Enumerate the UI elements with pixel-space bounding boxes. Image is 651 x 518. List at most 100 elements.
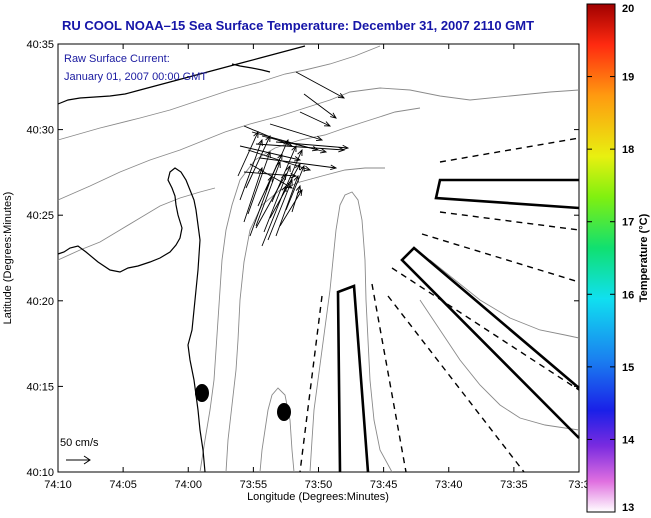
current-vector [255, 143, 345, 151]
current-vector [255, 161, 281, 227]
chart-title: RU COOL NOAA–15 Sea Surface Temperature:… [62, 18, 534, 33]
current-vector-head [337, 93, 346, 99]
contour-line [225, 167, 385, 473]
current-vector [295, 71, 345, 99]
radar-beam-outline [400, 246, 580, 439]
current-label-line2: January 01, 2007 00:00 GMT [64, 71, 207, 83]
colorbar-tick-label: 13 [622, 502, 634, 514]
scale-arrowhead [83, 455, 91, 465]
colorbar-label: Temperature (°C) [638, 213, 650, 302]
current-vector-head [315, 135, 324, 142]
contour-line [309, 191, 393, 473]
y-axis-ticks: 40:10 40:15 40:20 40:25 40:30 40:35 [26, 39, 579, 479]
station-marker [277, 403, 291, 421]
y-tick-label: 40:30 [26, 125, 54, 137]
x-axis-ticks: 74:10 74:05 74:00 73:55 73:50 73:45 73:40 73:35… [44, 44, 590, 491]
radar-beam-outline [434, 178, 580, 210]
contour-line [57, 187, 216, 261]
current-vector [249, 163, 293, 189]
current-vector [239, 139, 263, 201]
radar-beam-outline [336, 284, 370, 473]
x-tick-label: 73:55 [240, 479, 268, 491]
x-tick-label: 73:45 [370, 479, 398, 491]
current-vector-head [303, 165, 312, 171]
current-vector-head [285, 164, 291, 173]
radar-beams-solid [336, 178, 580, 473]
y-tick-label: 40:20 [26, 296, 54, 308]
current-vector-head [299, 164, 305, 173]
x-tick-label: 74:05 [109, 479, 137, 491]
current-vector [279, 189, 303, 227]
coastline-segment [231, 63, 271, 73]
radar-beam [421, 233, 580, 283]
current-vector [299, 111, 331, 127]
current-vector [237, 131, 259, 177]
current-vector [255, 173, 287, 229]
current-vector-head [295, 184, 302, 193]
current-vector-head [323, 121, 332, 127]
current-vector-head [285, 182, 294, 189]
current-vector-head [330, 112, 337, 119]
colorbar-tick-label: 18 [622, 144, 634, 156]
colorbar-ticks: 13 14 15 16 17 18 19 20 [587, 3, 635, 514]
x-tick-label: 74:10 [44, 479, 72, 491]
radar-beam [391, 267, 580, 391]
current-vector [291, 185, 301, 213]
current-vector [285, 165, 305, 211]
current-vector [271, 145, 297, 203]
x-tick-label: 73:40 [435, 479, 463, 491]
x-tick-label: 73:50 [305, 479, 333, 491]
radar-beam [439, 137, 580, 163]
current-vector-head [283, 138, 289, 147]
current-vector [303, 93, 337, 119]
contour-line [259, 387, 295, 473]
coastline [57, 45, 306, 473]
current-vector-head [330, 164, 338, 171]
coastline-segment [57, 45, 306, 105]
current-label-line1: Raw Surface Current: [64, 53, 170, 65]
radar-beam [387, 295, 525, 473]
colorbar-tick-label: 14 [622, 434, 635, 446]
current-vector [243, 167, 263, 223]
current-vector-head [320, 148, 328, 154]
contour-line [419, 299, 580, 431]
current-vector-head [338, 146, 346, 153]
radar-beam [439, 211, 580, 231]
x-tick-label: 73:3 [568, 479, 589, 491]
contour-line [57, 87, 580, 201]
y-tick-label: 40:35 [26, 39, 54, 51]
x-tick-label: 73:35 [500, 479, 528, 491]
current-vector [269, 163, 301, 219]
colorbar-tick-label: 20 [622, 3, 634, 15]
current-vector [269, 123, 323, 141]
current-vector-head [342, 144, 350, 151]
coastline-segment [57, 167, 206, 473]
x-tick-label: 74:00 [174, 479, 202, 491]
current-vector [247, 151, 271, 215]
colorbar [586, 3, 616, 513]
current-vector-head [291, 144, 297, 153]
radar-beam [371, 283, 407, 473]
current-vector-head [257, 166, 263, 175]
x-axis-label: Longitude (Degrees:Minutes) [247, 491, 389, 503]
current-vector [261, 135, 327, 153]
current-vector-head [257, 138, 263, 147]
current-vector-head [297, 148, 303, 157]
scale-legend: 50 cm/s [60, 437, 99, 465]
current-vector-head [265, 134, 271, 143]
radar-beam [299, 295, 323, 473]
y-tick-label: 40:25 [26, 210, 54, 222]
station-marker [195, 384, 209, 402]
contour-line [199, 107, 421, 473]
station-markers [195, 384, 291, 421]
y-tick-label: 40:10 [26, 467, 54, 479]
current-vector [245, 135, 271, 189]
current-vector-head [296, 189, 303, 197]
current-vector [267, 179, 293, 241]
current-vector [275, 175, 299, 237]
plot-area [57, 43, 580, 473]
colorbar-tick-label: 17 [622, 217, 634, 229]
colorbar-tick-label: 15 [622, 362, 634, 374]
current-vector [259, 157, 337, 169]
